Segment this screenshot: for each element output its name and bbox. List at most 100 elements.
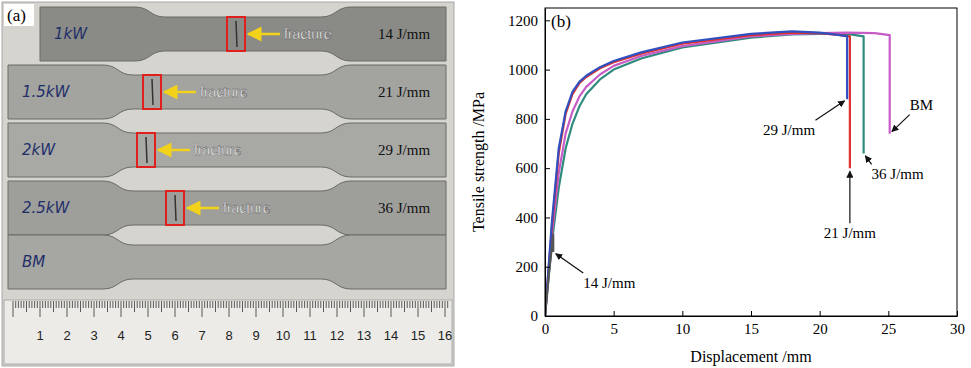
fracture-arrow (187, 207, 219, 210)
series-line (545, 33, 890, 316)
ruler-tick (369, 301, 370, 308)
specimen-shape (8, 65, 446, 119)
series-label: 36 J/mm (872, 166, 924, 182)
fracture-arrow (164, 91, 196, 94)
y-axis-title: Tensile strength /MPa (470, 92, 488, 232)
ruler-tick (339, 301, 340, 308)
series-labels: 36 J/mmBM21 J/mm29 J/mm14 J/mm (556, 97, 933, 291)
ruler-tick (42, 301, 43, 308)
ruler-number: 6 (171, 328, 178, 343)
tick-label: 600 (516, 160, 539, 176)
tick-label: 25 (881, 321, 896, 337)
fracture-line (175, 195, 176, 221)
ruler-tick (21, 301, 22, 308)
ruler-tick (61, 301, 62, 308)
ruler-tick (328, 301, 329, 308)
specimen-tag: 2.5kW (22, 199, 71, 217)
ruler-number: 13 (357, 328, 371, 343)
ruler-tick (318, 301, 319, 308)
ruler-number: 11 (303, 328, 317, 343)
panel-label: (b) (551, 12, 571, 31)
ruler-tick (301, 301, 302, 308)
heat-input-label: 36 J/mm (378, 200, 430, 216)
ruler-tick (445, 301, 446, 317)
ruler-tick (48, 301, 49, 308)
ruler-tick (253, 301, 254, 308)
specimen-tag: BM (22, 253, 45, 271)
ruler-tick (139, 301, 140, 308)
ruler-tick (299, 301, 300, 308)
ruler-tick (23, 301, 24, 308)
ruler-tick (377, 301, 378, 312)
ruler-tick (347, 301, 348, 308)
series-label: BM (910, 97, 933, 113)
tick-mark (545, 70, 550, 71)
ruler-tick (134, 301, 135, 312)
figure: 1kWfracture14 J/mm1.5kWfracture21 J/mm2k… (0, 0, 971, 368)
tick-label: 400 (516, 210, 539, 226)
ruler-tick (283, 301, 284, 317)
ruler-number: 2 (63, 328, 70, 343)
ruler-tick (13, 301, 14, 317)
ruler-tick (212, 301, 213, 308)
ruler-tick (401, 301, 402, 308)
ruler-tick (158, 301, 159, 308)
ruler-tick (436, 301, 437, 308)
specimen-tag: 1kW (54, 25, 88, 43)
tick: 600 (516, 160, 551, 176)
tick-mark (957, 311, 958, 316)
ruler-tick (26, 301, 27, 312)
ruler-tick (188, 301, 189, 312)
fracture-arrow (248, 33, 280, 36)
heat-input-label: 29 J/mm (378, 142, 430, 158)
ruler-tick (280, 301, 281, 308)
ruler-tick (247, 301, 248, 308)
ruler-tick (423, 301, 424, 308)
tick-label: 0 (531, 308, 539, 324)
ruler-tick (85, 301, 86, 308)
ruler-tick (131, 301, 132, 308)
ruler-tick (266, 301, 267, 308)
ruler-tick (102, 301, 103, 308)
ruler-tick (399, 301, 400, 308)
ruler-tick (426, 301, 427, 308)
ruler-tick (304, 301, 305, 308)
specimen-shape (40, 7, 446, 61)
tick: 5 (610, 311, 618, 337)
ruler-tick (285, 301, 286, 308)
tick: 800 (516, 111, 551, 127)
tick: 15 (744, 311, 759, 337)
ruler-tick (75, 301, 76, 308)
fracture-box (137, 133, 155, 167)
ruler-tick (409, 301, 410, 308)
specimen: BM (8, 235, 446, 289)
fracture-line (152, 79, 153, 105)
ruler-tick (331, 301, 332, 308)
ruler-tick (121, 301, 122, 317)
ruler-tick (166, 301, 167, 308)
tick: 1200 (508, 13, 550, 29)
ruler-tick (269, 301, 270, 312)
ruler-tick (207, 301, 208, 308)
ruler-tick (326, 301, 327, 308)
fracture-arrow (158, 149, 190, 152)
series-line (545, 31, 847, 316)
ruler-tick (202, 301, 203, 317)
tick-label: 0 (542, 321, 550, 337)
specimen: 1.5kWfracture21 J/mm (8, 65, 446, 119)
ruler-tick (434, 301, 435, 308)
ruler-tick (291, 301, 292, 308)
ruler-tick (153, 301, 154, 308)
specimen-tag: 2kW (22, 141, 56, 159)
ruler-tick (145, 301, 146, 308)
ruler-tick (56, 301, 57, 308)
ruler-tick (234, 301, 235, 308)
ruler-tick (15, 301, 16, 308)
specimen-shape (8, 123, 446, 177)
ruler-number: 12 (330, 328, 344, 343)
ruler-tick (272, 301, 273, 308)
ruler-tick (83, 301, 84, 308)
ruler-tick (50, 301, 51, 308)
ruler-tick (239, 301, 240, 308)
ruler-tick (129, 301, 130, 308)
